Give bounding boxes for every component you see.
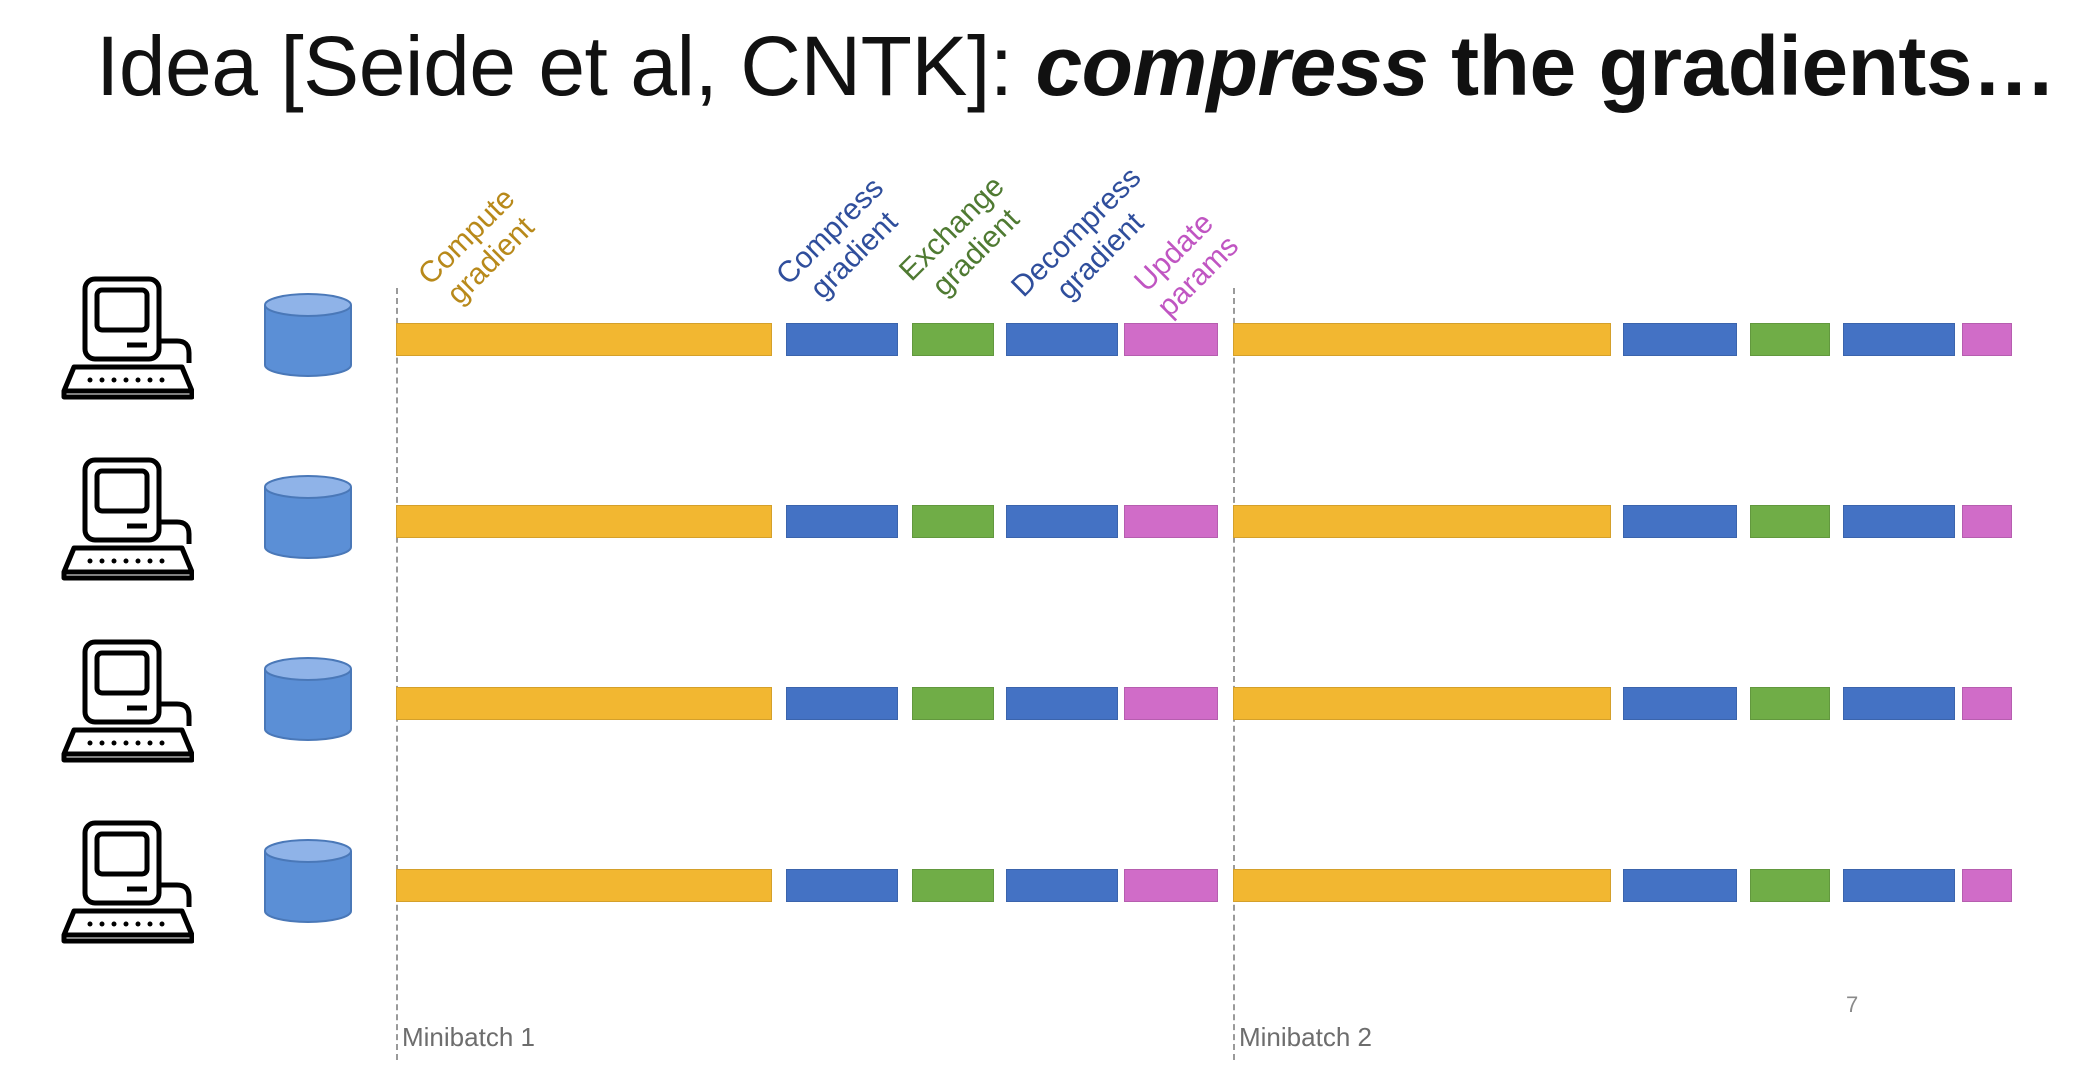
bar-exchange-worker-4 — [912, 869, 994, 902]
database-icon — [263, 292, 353, 383]
minibatch-2-label: Minibatch 2 — [1239, 1022, 1372, 1052]
database-icon — [263, 474, 353, 565]
bar-exchange-worker-2 — [1750, 505, 1830, 538]
label-decompress-gradient: Decompress gradient — [1005, 161, 1172, 328]
bar-decompress-worker-3 — [1843, 687, 1955, 720]
slide-title: Idea [Seide et al, CNTK]: compress the g… — [96, 18, 2056, 115]
bar-compress-worker-1 — [1623, 323, 1737, 356]
bar-exchange-worker-4 — [1750, 869, 1830, 902]
bar-decompress-worker-4 — [1006, 869, 1118, 902]
bar-compute-worker-1 — [1233, 323, 1611, 356]
bar-compute-worker-2 — [1233, 505, 1611, 538]
label-compute-gradient: Compute gradient — [412, 182, 546, 316]
bar-exchange-worker-3 — [1750, 687, 1830, 720]
page-number: 7 — [1846, 992, 1859, 1017]
bar-exchange-worker-1 — [1750, 323, 1830, 356]
computer-icon — [60, 638, 195, 771]
bar-exchange-worker-1 — [912, 323, 994, 356]
bar-compute-worker-2 — [396, 505, 772, 538]
bar-compute-worker-1 — [396, 323, 772, 356]
bar-compress-worker-4 — [1623, 869, 1737, 902]
bar-update-worker-1 — [1962, 323, 2012, 356]
bar-update-worker-1 — [1124, 323, 1218, 356]
bar-update-worker-3 — [1124, 687, 1218, 720]
bar-compress-worker-3 — [786, 687, 898, 720]
bar-update-worker-4 — [1124, 869, 1218, 902]
bar-update-worker-2 — [1124, 505, 1218, 538]
bar-decompress-worker-2 — [1843, 505, 1955, 538]
bar-compress-worker-2 — [786, 505, 898, 538]
database-icon — [263, 838, 353, 929]
bar-compress-worker-1 — [786, 323, 898, 356]
bar-compute-worker-3 — [1233, 687, 1611, 720]
bar-decompress-worker-2 — [1006, 505, 1118, 538]
bar-compress-worker-4 — [786, 869, 898, 902]
bar-compress-worker-3 — [1623, 687, 1737, 720]
bar-compute-worker-4 — [1233, 869, 1611, 902]
bar-compute-worker-4 — [396, 869, 772, 902]
database-icon — [263, 656, 353, 747]
computer-icon — [60, 456, 195, 589]
bar-compute-worker-3 — [396, 687, 772, 720]
computer-icon — [60, 275, 195, 408]
bar-decompress-worker-1 — [1006, 323, 1118, 356]
bar-compress-worker-2 — [1623, 505, 1737, 538]
minibatch-2-boundary — [1233, 288, 1235, 1060]
bar-decompress-worker-3 — [1006, 687, 1118, 720]
bar-exchange-worker-3 — [912, 687, 994, 720]
title-prefix: Idea [Seide et al, CNTK]: — [96, 19, 1036, 113]
bar-decompress-worker-1 — [1843, 323, 1955, 356]
label-exchange-gradient: Exchange gradient — [893, 170, 1035, 312]
bar-exchange-worker-2 — [912, 505, 994, 538]
bar-update-worker-4 — [1962, 869, 2012, 902]
label-compress-gradient: Compress gradient — [770, 171, 915, 316]
bar-update-worker-2 — [1962, 505, 2012, 538]
title-suffix: the gradients… — [1428, 19, 2056, 113]
title-emphasis: compress — [1035, 19, 1429, 113]
minibatch-1-boundary — [396, 288, 398, 1060]
computer-icon — [60, 819, 195, 952]
bar-decompress-worker-4 — [1843, 869, 1955, 902]
minibatch-1-label: Minibatch 1 — [402, 1022, 535, 1052]
bar-update-worker-3 — [1962, 687, 2012, 720]
